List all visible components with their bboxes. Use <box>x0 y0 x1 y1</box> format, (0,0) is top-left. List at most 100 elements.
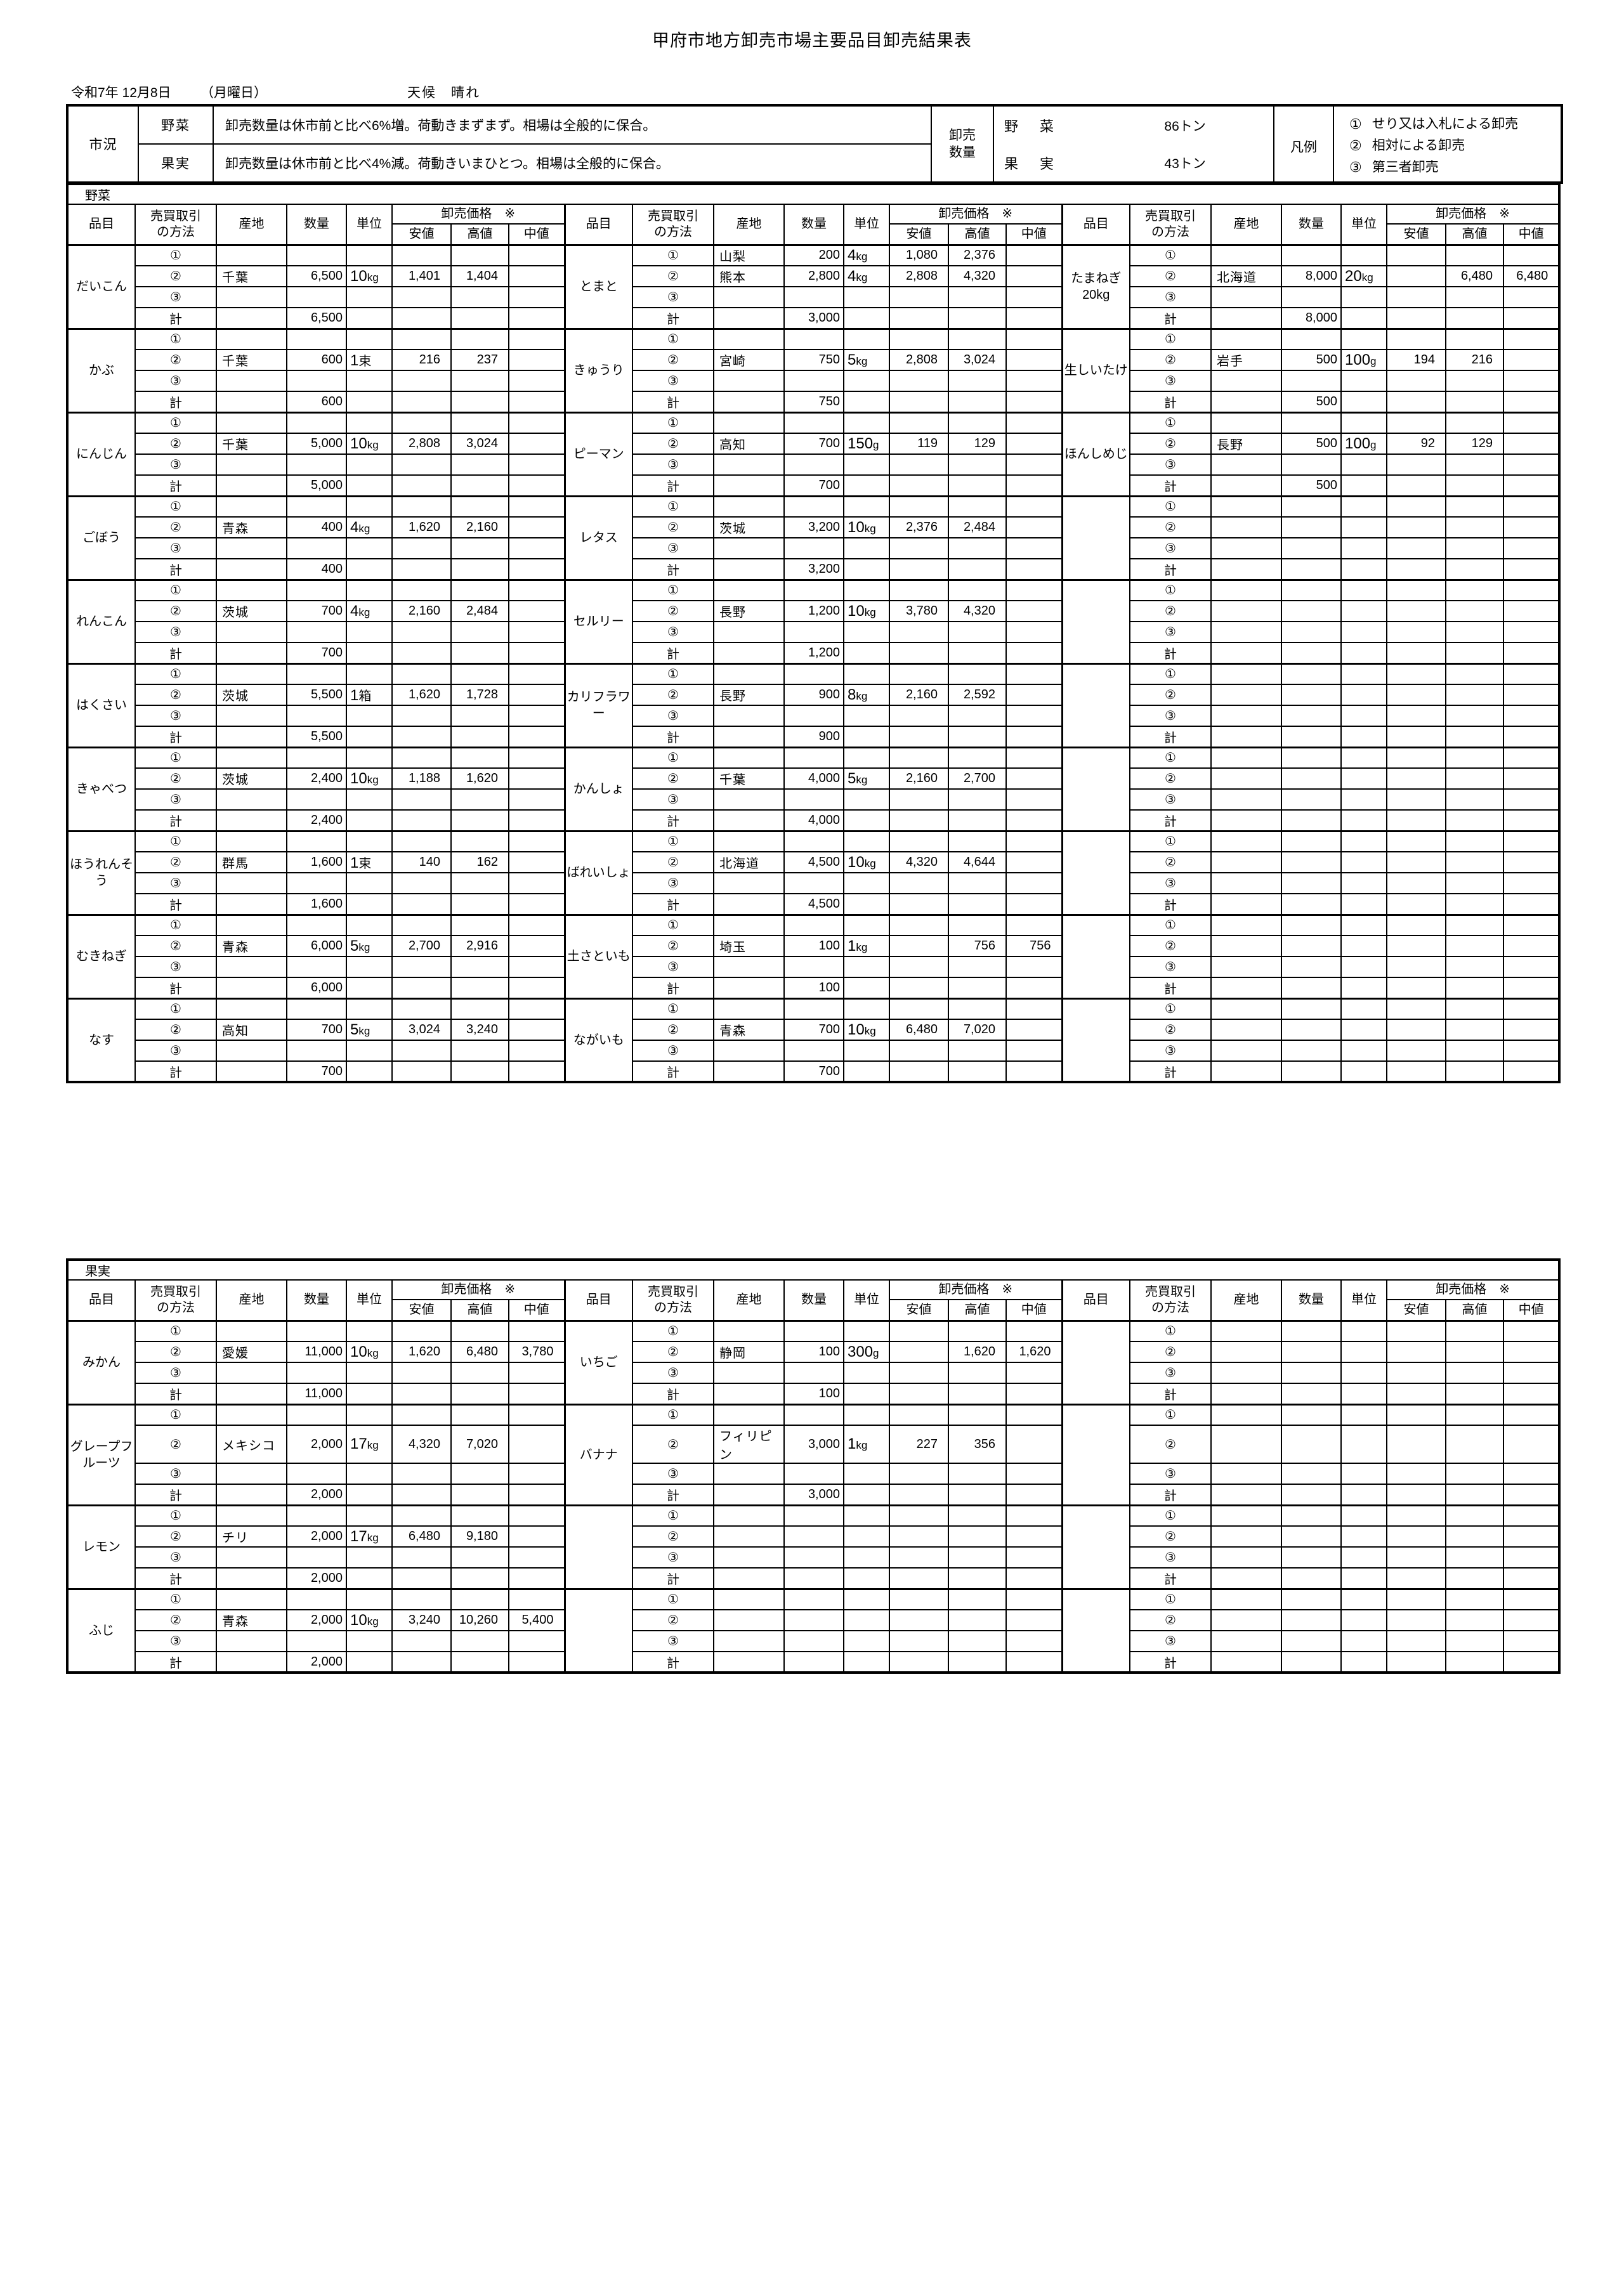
unit-cell: 5kg <box>346 1019 393 1041</box>
unit-cell <box>346 411 393 434</box>
price-low-cell: 4,320 <box>391 1425 452 1464</box>
origin-cell <box>216 244 287 266</box>
quantity-cell <box>286 830 347 852</box>
method-mark-cell: ① <box>1129 1319 1212 1342</box>
price-high-cell <box>450 662 509 685</box>
price-high-cell <box>1445 1588 1504 1610</box>
unit-cell: 4kg <box>843 265 890 287</box>
price-mid-cell <box>1005 788 1063 811</box>
method-mark-cell: ① <box>1129 244 1212 266</box>
price-high-cell <box>450 1362 509 1384</box>
quantity-cell <box>1281 1504 1342 1527</box>
price-high-cell: 4,320 <box>948 600 1007 622</box>
quantity-cell <box>1281 872 1342 894</box>
method-mark-cell: ③ <box>1129 1463 1212 1485</box>
price-low-cell <box>889 1630 949 1652</box>
origin-cell <box>713 1630 785 1652</box>
unit-cell <box>346 1060 393 1083</box>
price-low-cell <box>889 558 949 580</box>
price-high-cell <box>1445 1484 1504 1506</box>
method-mark-cell: ① <box>1129 997 1212 1020</box>
unit-cell: 5kg <box>346 935 393 957</box>
unit-cell <box>346 809 393 832</box>
quantity-cell <box>783 997 844 1020</box>
col-header-price-group: 卸売価格 ※ <box>1385 204 1561 225</box>
price-high-cell: 4,320 <box>948 265 1007 287</box>
price-high-cell <box>450 1588 509 1610</box>
price-high-cell <box>948 1383 1007 1405</box>
unit-cell <box>346 391 393 413</box>
origin-cell: 長野 <box>1210 433 1282 455</box>
quantity-cell <box>1281 244 1342 266</box>
unit-cell <box>1340 558 1387 580</box>
col-header-price-group: 卸売価格 ※ <box>889 1279 1063 1300</box>
price-high-cell <box>948 537 1007 559</box>
origin-cell <box>713 913 785 936</box>
method-mark-cell: ② <box>134 600 217 622</box>
origin-cell <box>1210 1319 1282 1342</box>
origin-cell <box>1210 726 1282 748</box>
price-low-cell: 2,808 <box>889 349 949 371</box>
price-mid-cell <box>508 1362 565 1384</box>
unit-number: 17 <box>350 1435 367 1452</box>
item-name-cell: れんこん <box>66 578 136 664</box>
price-low-cell <box>391 1588 452 1610</box>
price-high-cell <box>450 286 509 308</box>
fruits-table: 果実 品目 売買取引 の方法 産地 数量 単位 卸売価格 ※ 品目 売買取引 の方法 産地 数量 単位… <box>66 1258 1561 1674</box>
price-mid-cell <box>508 1630 565 1652</box>
method-mark-cell: ② <box>134 516 217 538</box>
method-mark-cell: ② <box>632 684 714 706</box>
price-low-cell <box>391 495 452 518</box>
origin-cell <box>1210 662 1282 685</box>
quantity-cell: 750 <box>783 349 844 371</box>
item-name-cell: ふじ <box>66 1588 136 1673</box>
quantity-cell <box>286 411 347 434</box>
origin-cell <box>1210 1630 1282 1652</box>
origin-cell <box>1210 642 1282 664</box>
method-mark-cell: 計 <box>1129 1484 1212 1506</box>
price-mid-cell: 756 <box>1005 935 1063 957</box>
item-name-cell: セルリー <box>563 578 633 664</box>
origin-cell <box>713 1463 785 1485</box>
origin-cell <box>216 913 287 936</box>
price-high-cell <box>450 1060 509 1083</box>
quantity-cell <box>1281 1403 1342 1426</box>
unit-number: 10 <box>848 518 865 536</box>
quantity-cell <box>783 537 844 559</box>
price-high-cell <box>450 327 509 350</box>
item-name-cell: きゃべつ <box>66 746 136 832</box>
price-high-cell: 3,240 <box>450 1019 509 1041</box>
origin-cell <box>713 705 785 727</box>
price-low-cell <box>1386 1463 1446 1485</box>
origin-cell <box>1210 307 1282 329</box>
quantity-cell: 700 <box>286 600 347 622</box>
origin-cell: 静岡 <box>713 1341 785 1363</box>
quantity-cell: 100 <box>783 1383 844 1405</box>
method-mark-cell: ③ <box>1129 1546 1212 1569</box>
origin-cell <box>1210 578 1282 601</box>
price-mid-cell <box>1502 684 1561 706</box>
price-mid-cell <box>1005 327 1063 350</box>
quantity-cell <box>1281 1609 1342 1631</box>
unit-cell <box>346 1567 393 1589</box>
origin-cell <box>1210 1525 1282 1548</box>
origin-cell <box>713 1060 785 1083</box>
col-header-item: 品目 <box>563 204 633 245</box>
price-high-cell: 7,020 <box>948 1019 1007 1041</box>
price-mid-cell <box>1502 977 1561 999</box>
price-high-cell <box>1445 1362 1504 1384</box>
unit-cell <box>843 1588 890 1610</box>
price-mid-cell <box>508 872 565 894</box>
method-mark-cell: ② <box>134 935 217 957</box>
price-mid-cell <box>1005 1040 1063 1062</box>
item-name-cell <box>1061 662 1130 748</box>
unit-cell <box>843 286 890 308</box>
price-high-cell <box>450 1383 509 1405</box>
unit-cell <box>346 1651 393 1673</box>
origin-cell <box>1210 977 1282 999</box>
unit-cell <box>843 1609 890 1631</box>
method-mark-cell: 計 <box>1129 1651 1212 1673</box>
unit-cell <box>346 1040 393 1062</box>
origin-cell <box>1210 537 1282 559</box>
quantity-cell: 4,500 <box>783 851 844 873</box>
